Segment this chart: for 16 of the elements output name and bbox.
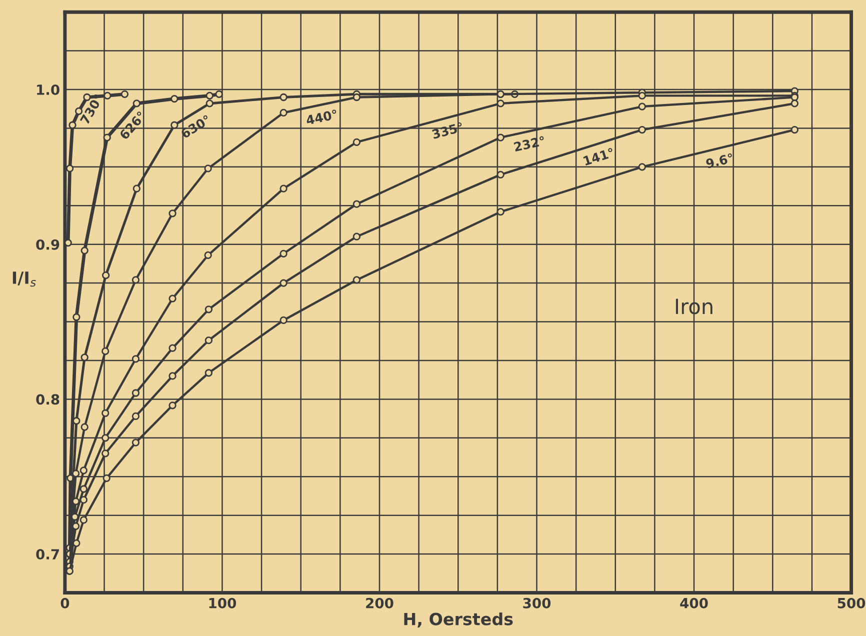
x-tick-label: 300: [523, 598, 551, 608]
text: 141°: [583, 148, 614, 166]
y-tick-label: 0.9: [36, 239, 60, 250]
y-axis-title: I/I$_{s}$: [12, 272, 36, 287]
x-axis-title: H, Oersteds: [404, 612, 513, 628]
x-tick-label: 200: [366, 598, 394, 608]
x-tick-label: 400: [680, 598, 708, 608]
y-tick-label: 1.0: [37, 84, 60, 95]
x-tick-label: 500: [838, 598, 866, 608]
y-tick-label: 0.8: [36, 394, 60, 405]
y-tick-label: 0.7: [36, 549, 59, 560]
text: 9.6°: [705, 152, 734, 169]
text: 440°: [306, 109, 338, 126]
text: 232°: [514, 136, 546, 152]
x-tick-label: 100: [209, 598, 236, 608]
x-tick-label: 0: [60, 598, 70, 608]
